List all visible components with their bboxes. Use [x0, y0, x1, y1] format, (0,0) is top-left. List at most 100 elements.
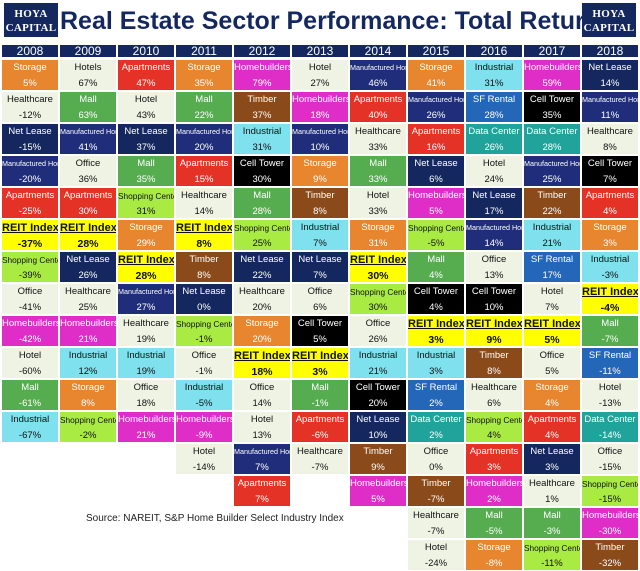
return-value: 31%: [368, 238, 388, 249]
cell-2014-reit-index: REIT Index 30%: [349, 251, 407, 283]
sector-label: Hotel: [250, 414, 274, 425]
year-header-2013: 2013: [291, 44, 349, 58]
cell-2013-storage: Storage 9%: [291, 155, 349, 187]
cell-2012-apartments: Apartments 7%: [233, 475, 291, 507]
cell-2010-reit-index: REIT Index 28%: [117, 251, 175, 283]
cell-2015-healthcare: Healthcare -7%: [407, 507, 465, 539]
cell-2012-office: Office 14%: [233, 379, 291, 411]
year-header-2015: 2015: [407, 44, 465, 58]
performance-grid: 2008 2009 2010 2011 2012 2013 2014 2015 2016 2017…: [1, 44, 639, 571]
sector-label: Healthcare: [7, 94, 53, 105]
sector-label: Shopping Center: [234, 223, 290, 233]
cell-2010-homebuilders: Homebuilders 21%: [117, 411, 175, 443]
sector-label: Net Lease: [588, 62, 632, 73]
return-value: 20%: [252, 302, 272, 313]
cell-2014-homebuilders: Homebuilders 5%: [349, 475, 407, 507]
sector-label: Net Lease: [8, 126, 52, 137]
sector-label: Healthcare: [239, 286, 285, 297]
cell-2017-office: Office 5%: [523, 347, 581, 379]
sector-label: Net Lease: [472, 190, 516, 201]
return-value: 79%: [252, 78, 272, 89]
cell-2015-manufactured-home: Manufactured Home 26%: [407, 91, 465, 123]
cell-2017-healthcare: Healthcare 1%: [523, 475, 581, 507]
return-value: 10%: [368, 430, 388, 441]
return-value: 26%: [78, 270, 98, 281]
return-value: 19%: [136, 366, 156, 377]
sector-label: Industrial: [242, 126, 282, 137]
cell-2012-mall: Mall 28%: [233, 187, 291, 219]
return-value: 35%: [542, 110, 562, 121]
sector-label: Healthcare: [65, 286, 111, 297]
sector-label: Healthcare: [297, 446, 343, 457]
return-value: 63%: [78, 110, 98, 121]
cell-2009-healthcare: Healthcare 25%: [59, 283, 117, 315]
cell-2014-storage: Storage 31%: [349, 219, 407, 251]
sector-label: Hotels: [74, 62, 102, 73]
return-value: 4%: [545, 430, 559, 441]
return-value: 8%: [603, 142, 617, 153]
cell-2009-mall: Mall 63%: [59, 91, 117, 123]
sector-label: Timber: [305, 190, 335, 201]
sector-label: Storage: [245, 318, 279, 329]
return-value: 47%: [136, 78, 156, 89]
return-value: 7%: [313, 270, 327, 281]
return-value: 3%: [545, 462, 559, 473]
cell-2009-office: Office 36%: [59, 155, 117, 187]
return-value: 40%: [368, 110, 388, 121]
sector-label: Industrial: [126, 350, 166, 361]
return-value: 7%: [255, 494, 269, 505]
sector-label: Industrial: [300, 222, 340, 233]
return-value: 30%: [252, 174, 272, 185]
return-value: 15%: [194, 174, 214, 185]
return-value: -41%: [18, 302, 42, 313]
cell-2014-timber: Timber 9%: [349, 443, 407, 475]
return-value: -5%: [427, 238, 445, 249]
cell-2013-office: Office 6%: [291, 283, 349, 315]
cell-2014-hotel: Hotel 33%: [349, 187, 407, 219]
sector-label: Mall: [601, 318, 619, 329]
year-header-2018: 2018: [581, 44, 639, 58]
cell-2016-cell-tower: Cell Tower 10%: [465, 283, 523, 315]
cell-2011-shopping-center: Shopping Center -1%: [175, 315, 233, 347]
cell-2010-shopping-center: Shopping Center 31%: [117, 187, 175, 219]
return-value: -5%: [485, 526, 503, 537]
cell-2015-mall: Mall 4%: [407, 251, 465, 283]
sector-label: Homebuilders: [118, 414, 174, 425]
year-header-2008: 2008: [1, 44, 59, 58]
return-value: 25%: [252, 238, 272, 249]
return-value: 35%: [136, 174, 156, 185]
cell-2018-manufactured-home: Manufactured Home 11%: [581, 91, 639, 123]
sector-label: Office: [17, 286, 43, 297]
sector-label: Data Center: [468, 126, 520, 137]
sector-label: Manufactured Home: [350, 63, 406, 72]
cell-2018-mall: Mall -7%: [581, 315, 639, 347]
sector-label: REIT Index: [524, 318, 580, 330]
sector-label: Apartments: [179, 158, 229, 169]
cell-2012-storage: Storage 20%: [233, 315, 291, 347]
cell-2017-reit-index: REIT Index 5%: [523, 315, 581, 347]
cell-2015-hotel: Hotel -24%: [407, 539, 465, 571]
cell-2012-healthcare: Healthcare 20%: [233, 283, 291, 315]
return-value: 37%: [252, 110, 272, 121]
sector-label: Healthcare: [471, 382, 517, 393]
return-value: -1%: [311, 398, 329, 409]
return-value: 2%: [487, 494, 501, 505]
sector-label: Net Lease: [182, 286, 226, 297]
sector-label: Industrial: [590, 254, 630, 265]
return-value: 27%: [310, 78, 330, 89]
sector-label: REIT Index: [60, 222, 116, 234]
hoya-capital-logo-right: HOYA CAPITAL REAL ESTATE: [582, 3, 636, 44]
cell-2017-mall: Mall -3%: [523, 507, 581, 539]
cell-2016-healthcare: Healthcare 6%: [465, 379, 523, 411]
return-value: 3%: [429, 366, 443, 377]
return-value: 22%: [542, 206, 562, 217]
cell-2008-homebuilders: Homebuilders -42%: [1, 315, 59, 347]
logo-line2: REAL ESTATE: [582, 36, 636, 44]
sector-label: Manufactured Home: [234, 447, 290, 456]
sector-label: REIT Index: [118, 254, 174, 266]
cell-2009-reit-index: REIT Index 28%: [59, 219, 117, 251]
sector-label: Manufactured Home: [408, 95, 464, 104]
sector-label: Apartments: [63, 190, 113, 201]
year-header-2010: 2010: [117, 44, 175, 58]
sector-label: Timber: [189, 254, 219, 265]
